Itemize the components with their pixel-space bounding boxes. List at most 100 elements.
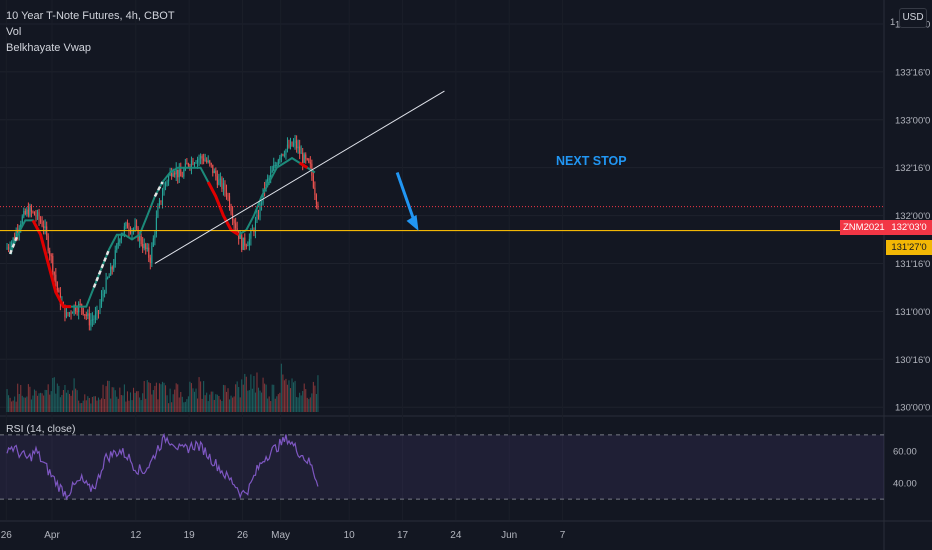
volume-bar (274, 398, 276, 412)
candle-body (254, 221, 256, 233)
volume-bar (253, 375, 255, 412)
candle-body (146, 247, 148, 250)
candle-body (67, 312, 69, 315)
volume-bar (172, 394, 174, 412)
candle-body (58, 289, 60, 293)
volume-bar (146, 380, 148, 412)
volume-bar (140, 400, 142, 412)
candle-body (267, 178, 269, 181)
candle-body (239, 235, 241, 239)
volume-bar (235, 384, 237, 412)
currency-button[interactable]: USD (899, 8, 927, 28)
candle-body (53, 272, 55, 275)
volume-bar (165, 385, 167, 412)
candle-body (286, 144, 288, 150)
volume-bar (317, 375, 319, 412)
volume-bar (242, 384, 244, 412)
volume-bar (70, 395, 72, 412)
candle-body (308, 159, 310, 163)
candle-body (315, 194, 317, 205)
volume-bar (35, 390, 37, 412)
candle-body (134, 225, 136, 230)
volume-bar (134, 392, 136, 412)
candle-body (219, 178, 221, 180)
volume-bar (137, 391, 139, 412)
legend-vwap[interactable]: Belkhayate Vwap (6, 42, 91, 54)
volume-bar (171, 402, 173, 412)
volume-bar (210, 391, 212, 412)
candle-body (56, 282, 58, 290)
candle-body (203, 158, 205, 161)
volume-bar (175, 383, 177, 412)
volume-bar (91, 396, 93, 412)
rsi-line (6, 432, 319, 501)
volume-bar (187, 396, 189, 412)
price-tick-label: 1 (890, 17, 895, 28)
candle-body (40, 219, 42, 222)
volume-bar (297, 397, 299, 412)
volume-bar (285, 378, 287, 412)
candle-body (15, 231, 17, 239)
candle-body (306, 158, 308, 160)
volume-bar (15, 401, 17, 412)
volume-bar (67, 390, 69, 412)
candle-body (165, 182, 167, 187)
volume-bar (41, 393, 43, 412)
volume-bar (64, 385, 66, 412)
time-tick-label: 17 (397, 530, 409, 541)
vwap-up-segment (8, 234, 19, 255)
candle-body (248, 238, 250, 246)
volume-bar (261, 392, 263, 412)
candle-body (213, 170, 215, 174)
price-tick-label: 131'16'0 (895, 259, 930, 270)
candle-body (154, 234, 156, 239)
next-stop-annotation[interactable]: NEXT STOP (556, 154, 627, 168)
volume-bar (108, 380, 110, 412)
volume-bar (155, 382, 157, 412)
volume-bar (154, 385, 156, 412)
candle-body (9, 248, 11, 250)
candle-body (206, 160, 208, 162)
candle-body (241, 235, 243, 250)
candle-body (91, 319, 93, 321)
volume-bar (97, 397, 100, 412)
volume-bar (206, 392, 208, 412)
volume-bar (145, 398, 147, 412)
candle-body (158, 200, 160, 207)
volume-bar (300, 395, 302, 412)
volume-bar (168, 403, 170, 412)
volume-bar (33, 389, 36, 412)
legend-volume[interactable]: Vol (6, 26, 22, 38)
volume-bar (44, 389, 46, 412)
chart-title[interactable]: 10 Year T-Note Futures, 4h, CBOT (6, 10, 175, 22)
candle-body (50, 255, 52, 257)
volume-bar (271, 384, 273, 412)
volume-bar (26, 396, 28, 412)
volume-bar (157, 399, 159, 412)
time-tick-label: 7 (560, 530, 566, 541)
candle-body (84, 314, 86, 316)
candle-body (296, 140, 298, 149)
volume-bar (125, 401, 127, 412)
vwap-down-segment (206, 181, 240, 236)
volume-bar (84, 394, 86, 412)
candle-body (23, 210, 25, 217)
volume-bar (314, 385, 316, 412)
volume-bar (20, 385, 22, 412)
volume-bar (9, 397, 11, 412)
candle-body (96, 310, 98, 314)
volume-bar (195, 388, 197, 412)
volume-bar (158, 383, 160, 412)
candle-body (148, 247, 150, 258)
vwap-down-segment (31, 219, 71, 309)
candle-body (285, 149, 287, 156)
volume-bar (68, 393, 71, 412)
rsi-legend[interactable]: RSI (14, close) (6, 423, 76, 435)
candle-body (79, 303, 81, 305)
volume-bar (148, 382, 150, 412)
last-price-tag: 132'03'0 (886, 220, 932, 235)
candle-body (12, 237, 14, 243)
candle-body (21, 216, 23, 224)
candle-body (257, 214, 260, 218)
candle-body (26, 209, 28, 215)
